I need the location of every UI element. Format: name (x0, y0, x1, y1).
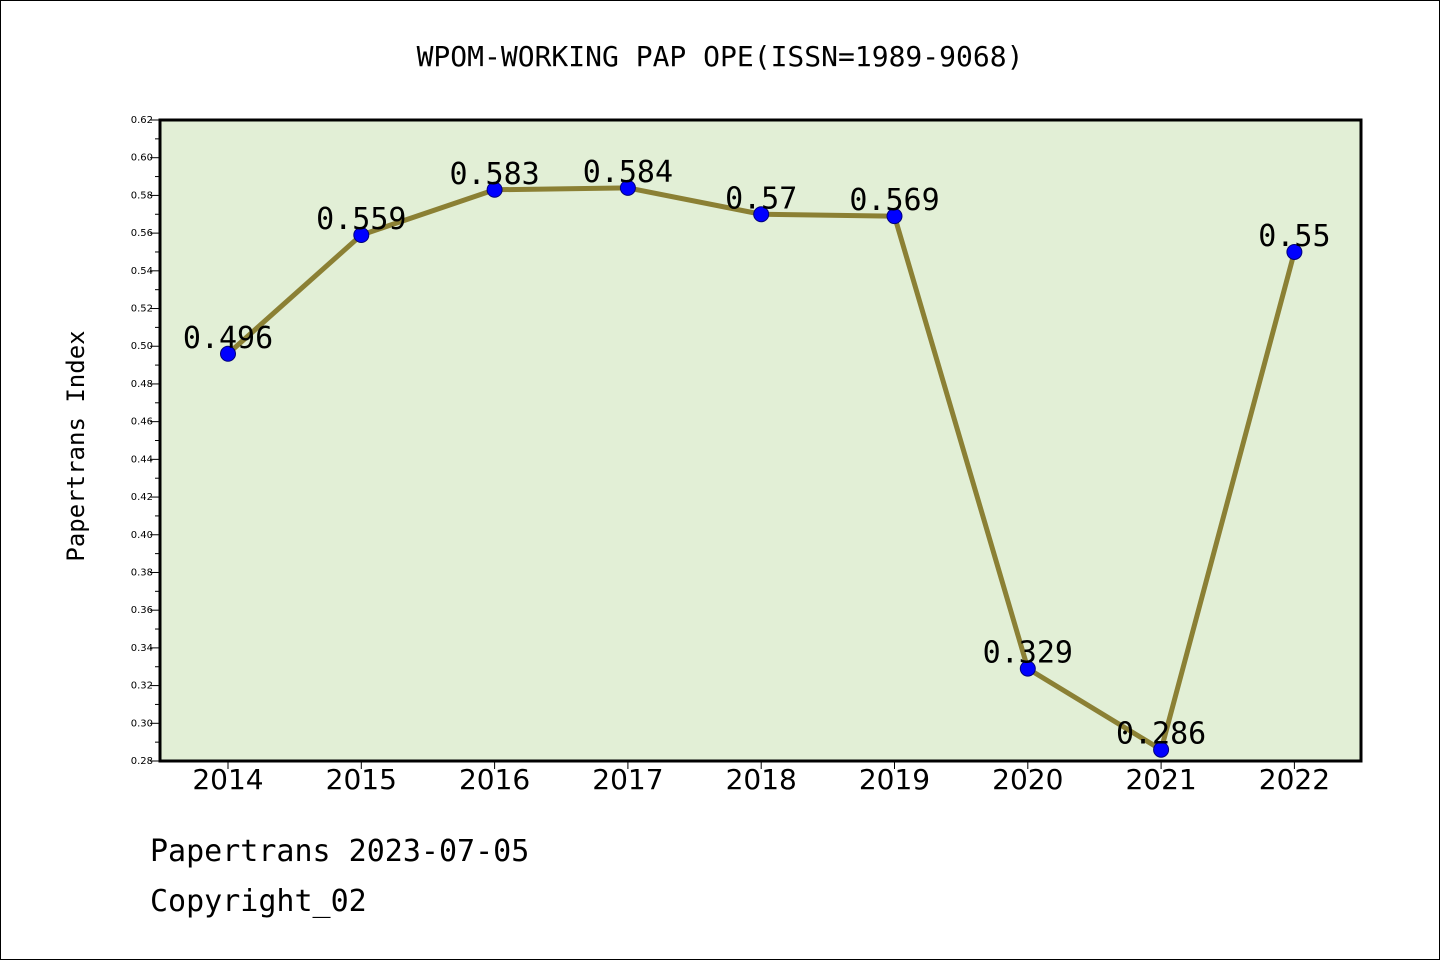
x-tick-label: 2016 (459, 763, 530, 796)
data-point-marker (753, 206, 770, 223)
plot-area (160, 120, 1361, 761)
x-tick-label: 2015 (326, 763, 397, 796)
y-tick-label: 0.60 (131, 153, 153, 164)
data-label: 0.496 (183, 321, 273, 356)
x-tick-label: 2018 (726, 763, 797, 796)
data-label: 0.559 (316, 202, 406, 237)
data-label: 0.57 (725, 181, 797, 216)
x-tick-label: 2014 (192, 763, 263, 796)
x-tick-label: 2022 (1259, 763, 1330, 796)
x-tick-label: 2020 (992, 763, 1063, 796)
y-tick-label: 0.30 (131, 718, 153, 729)
y-tick-label: 0.28 (131, 756, 153, 767)
data-point-marker (220, 345, 236, 362)
y-tick-label: 0.32 (131, 681, 153, 692)
chart-title: WPOM-WORKING PAP OPE(ISSN=1989-9068) (417, 40, 1024, 73)
x-tick-label: 2017 (592, 763, 663, 796)
x-tick-label: 2019 (859, 763, 930, 796)
data-label: 0.329 (983, 636, 1073, 671)
footer-copyright-text: Copyright_02 (150, 884, 367, 919)
data-label: 0.55 (1258, 219, 1330, 254)
data-point-marker (486, 181, 503, 198)
y-tick-label: 0.34 (131, 643, 153, 654)
footer-date-text: Papertrans 2023-07-05 (150, 834, 530, 869)
data-point-marker (619, 179, 636, 196)
y-tick-label: 0.62 (131, 115, 153, 126)
y-tick-label: 0.40 (131, 530, 153, 541)
data-point-marker (1286, 243, 1303, 260)
data-point-marker (1153, 741, 1170, 758)
y-tick-label: 0.44 (131, 454, 153, 465)
y-tick-label: 0.48 (131, 379, 153, 390)
data-point-marker (353, 227, 370, 244)
x-tick-label: 2021 (1125, 763, 1196, 796)
y-tick-label: 0.42 (131, 492, 153, 503)
y-tick-label: 0.38 (131, 567, 153, 578)
y-tick-label: 0.50 (131, 341, 153, 352)
data-label: 0.583 (449, 157, 539, 192)
y-tick-label: 0.56 (131, 228, 153, 239)
data-point-marker (886, 208, 903, 225)
y-tick-label: 0.46 (131, 417, 153, 428)
y-tick-label: 0.52 (131, 304, 153, 315)
data-point-marker (1019, 660, 1036, 677)
plot-border (158, 118, 1363, 763)
data-label: 0.569 (849, 183, 939, 218)
y-tick-label: 0.54 (131, 266, 153, 277)
data-label: 0.584 (583, 155, 673, 190)
y-axis-label: Papertrans Index (62, 330, 90, 561)
y-tick-label: 0.36 (131, 605, 153, 616)
data-label: 0.286 (1116, 717, 1206, 752)
y-tick-label: 0.58 (131, 190, 153, 201)
